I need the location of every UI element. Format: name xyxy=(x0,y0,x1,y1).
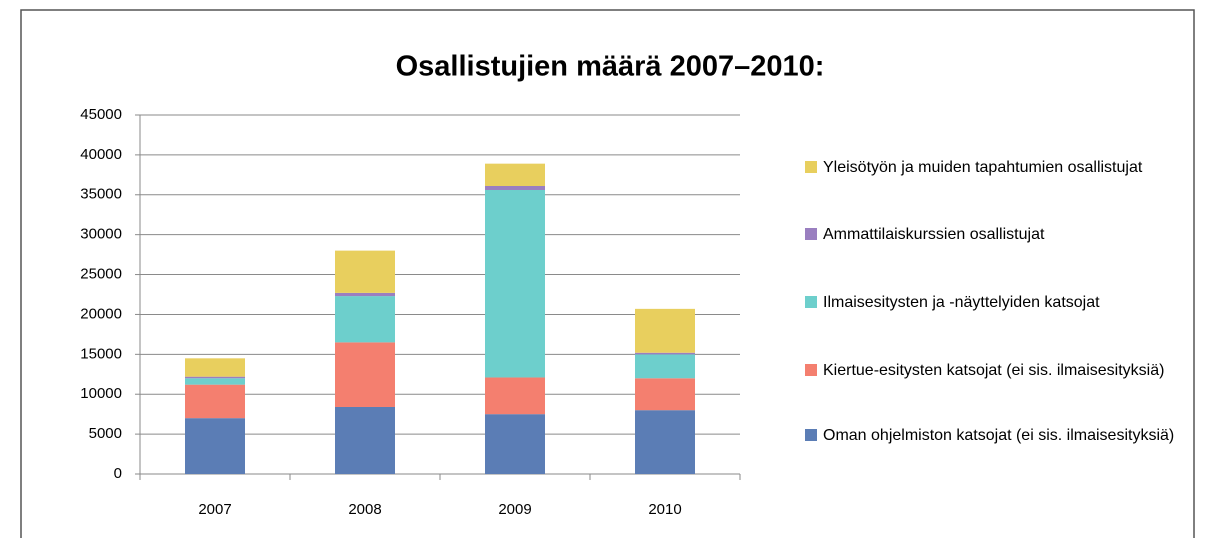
bar-segment xyxy=(635,352,695,355)
x-tick-label: 2007 xyxy=(198,501,231,518)
legend-item: Yleisötyön ja muiden tapahtumien osallis… xyxy=(805,155,1185,180)
bar-segment xyxy=(335,406,395,474)
y-tick-label: 40000 xyxy=(80,146,122,163)
bar-segment xyxy=(185,378,245,385)
bar-segment xyxy=(485,189,545,378)
y-tick-label: 30000 xyxy=(80,226,122,243)
legend-swatch xyxy=(805,296,817,308)
bar-segment xyxy=(335,296,395,343)
chart-frame xyxy=(20,9,1195,538)
x-tick-label: 2008 xyxy=(348,501,381,518)
x-tick-label: 2009 xyxy=(498,501,531,518)
bar-segment xyxy=(485,186,545,190)
bar-segment xyxy=(635,378,695,411)
legend-swatch xyxy=(805,429,817,441)
y-tick-label: 45000 xyxy=(80,106,122,123)
legend-label: Ammattilaiskurssien osallistujat xyxy=(823,226,1045,243)
bar-segment xyxy=(335,292,395,297)
legend-item: Ilmaisesitysten ja -näyttelyiden katsoja… xyxy=(805,290,1185,315)
bar-segment xyxy=(635,308,695,353)
y-tick-label: 15000 xyxy=(80,345,122,362)
bar-segment xyxy=(335,250,395,293)
y-tick-label: 10000 xyxy=(80,385,122,402)
bar-segment xyxy=(485,163,545,187)
legend-item: Ammattilaiskurssien osallistujat xyxy=(805,222,1185,247)
x-tick-label: 2010 xyxy=(648,501,681,518)
y-tick-label: 20000 xyxy=(80,305,122,322)
bar-segment xyxy=(635,410,695,474)
bar-segment xyxy=(185,384,245,419)
bar-segment xyxy=(635,354,695,379)
legend-label: Yleisötyön ja muiden tapahtumien osallis… xyxy=(823,159,1143,176)
bar-segment xyxy=(485,414,545,474)
bar-segment xyxy=(335,342,395,407)
bar-segment xyxy=(185,358,245,377)
legend-swatch xyxy=(805,161,817,173)
y-tick-label: 5000 xyxy=(89,425,122,442)
y-tick-label: 35000 xyxy=(80,186,122,203)
legend-label: Ilmaisesitysten ja -näyttelyiden katsoja… xyxy=(823,294,1100,311)
legend-item: Oman ohjelmiston katsojat (ei sis. ilmai… xyxy=(805,423,1185,448)
bar-segment xyxy=(185,376,245,379)
bar-segment xyxy=(185,418,245,474)
legend-swatch xyxy=(805,364,817,376)
legend-label: Oman ohjelmiston katsojat (ei sis. ilmai… xyxy=(823,427,1175,444)
y-tick-label: 25000 xyxy=(80,266,122,283)
legend-swatch xyxy=(805,228,817,240)
bar-segment xyxy=(485,377,545,415)
chart-title: Osallistujien määrä 2007–2010: xyxy=(396,51,825,83)
legend-item: Kiertue-esitysten katsojat (ei sis. ilma… xyxy=(805,358,1185,383)
y-tick-label: 0 xyxy=(114,465,122,482)
legend-label: Kiertue-esitysten katsojat (ei sis. ilma… xyxy=(823,362,1165,379)
